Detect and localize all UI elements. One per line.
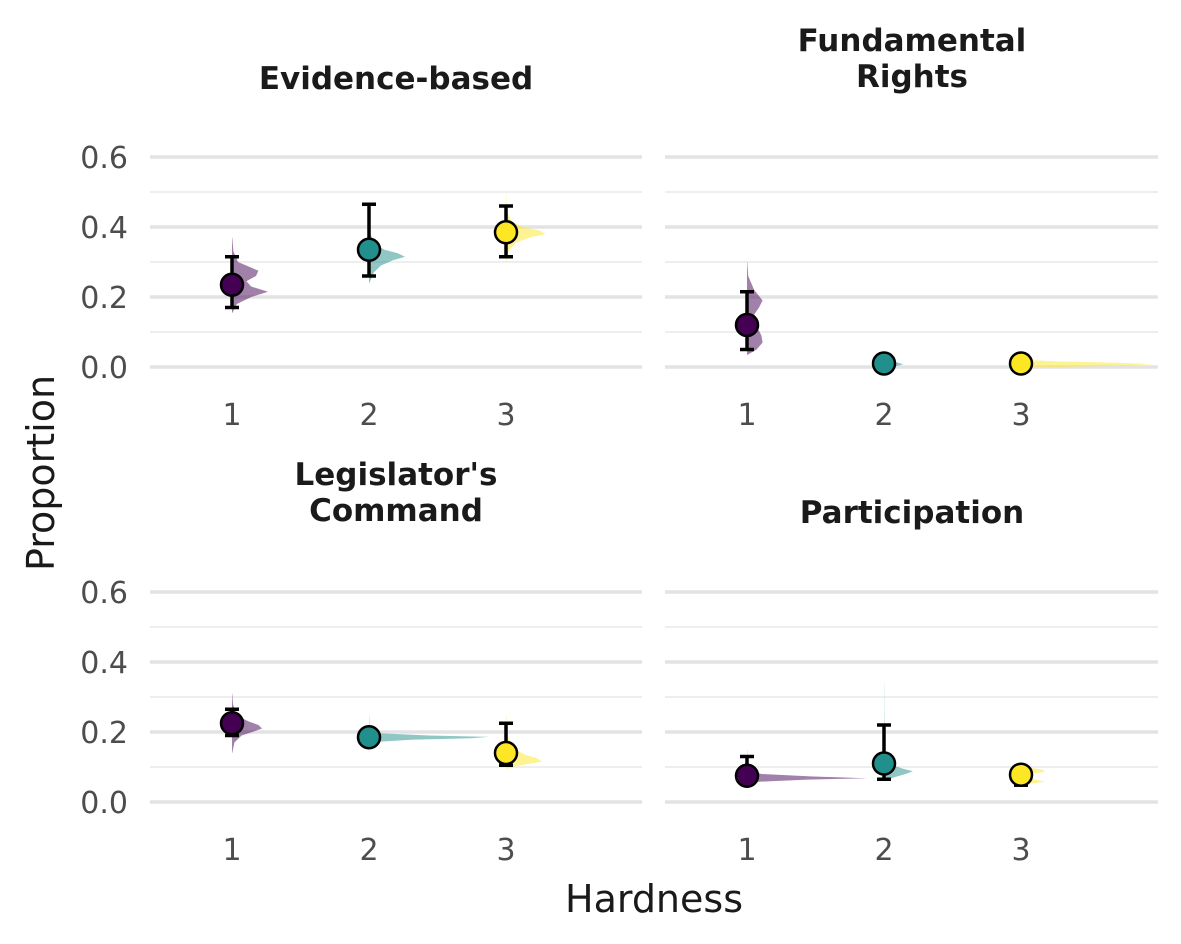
- x-tick-label: 3: [496, 833, 515, 868]
- data-point: [734, 312, 760, 338]
- density-shape: [369, 714, 489, 745]
- density-shape: [232, 693, 262, 753]
- panel-title: Evidence-based: [259, 61, 533, 97]
- y-tick-label: 0.0: [80, 786, 128, 821]
- x-tick-label: 3: [1011, 398, 1030, 433]
- data-point: [356, 725, 382, 750]
- panel-title: Participation: [800, 495, 1024, 531]
- data-point: [356, 237, 382, 262]
- panel-legislators-command: 0.0 0.2 0.4 0.6 1 2 3 Legislator's Command: [80, 457, 642, 868]
- data-point: [871, 751, 897, 776]
- panel-participation: 1 2 3 Participation: [665, 495, 1158, 868]
- data-point: [871, 351, 897, 376]
- x-tick-label: 1: [222, 398, 241, 433]
- x-tick-label: 1: [222, 833, 241, 868]
- y-tick-label: 0.4: [80, 646, 128, 681]
- x-tick-label: 2: [359, 833, 378, 868]
- x-tick-label: 2: [874, 833, 893, 868]
- data-point: [1008, 762, 1034, 787]
- density-shape: [747, 262, 763, 355]
- density-shape: [747, 749, 867, 785]
- x-axis-title: Hardness: [565, 877, 743, 921]
- y-axis-title: Proportion: [19, 375, 63, 571]
- x-tick-label: 1: [737, 833, 756, 868]
- y-tick-label: 0.2: [80, 716, 128, 751]
- y-tick-label: 0.6: [80, 576, 128, 611]
- x-tick-label: 2: [874, 398, 893, 433]
- data-point: [1008, 351, 1034, 376]
- data-point: [734, 763, 760, 788]
- panel-fundamental-rights: 1 2 3 Fundamental Rights: [665, 23, 1158, 433]
- x-tick-label: 2: [359, 398, 378, 433]
- x-tick-label: 3: [496, 398, 515, 433]
- data-point: [219, 711, 245, 736]
- y-tick-label: 0.6: [80, 141, 128, 176]
- data-point: [493, 220, 519, 245]
- y-tick-label: 0.4: [80, 211, 128, 246]
- y-tick-label: 0.2: [80, 281, 128, 316]
- x-tick-label: 3: [1011, 833, 1030, 868]
- density-shape: [1021, 360, 1153, 367]
- x-tick-label: 1: [737, 398, 756, 433]
- density-shape: [232, 237, 268, 313]
- panel-title: Fundamental Rights: [798, 23, 1027, 95]
- data-point: [219, 272, 245, 297]
- panel-evidence-based: 0.0 0.2 0.4 0.6 1 2 3 Evidence-based: [80, 61, 642, 433]
- density-shape: [369, 206, 405, 283]
- panel-title: Legislator's Command: [295, 457, 498, 529]
- data-point: [493, 740, 519, 766]
- y-tick-label: 0.0: [80, 351, 128, 386]
